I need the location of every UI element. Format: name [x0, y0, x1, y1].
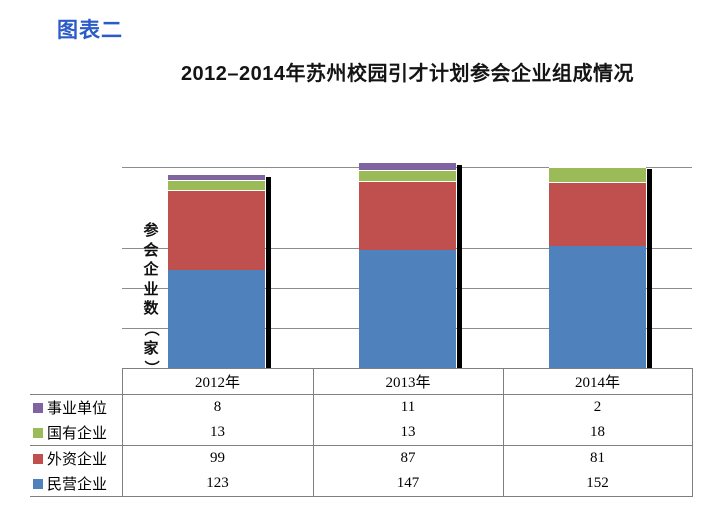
table-value-cell: 11 [313, 394, 504, 420]
bar-segment-2013年-民营企业 [359, 250, 456, 368]
table-value-cell: 123 [121, 471, 314, 497]
legend-label: 外资企业 [47, 452, 108, 468]
y-axis-title-char: 家 [143, 339, 159, 357]
legend-swatch-事业单位 [33, 402, 43, 413]
bar-segment-2013年-外资企业 [359, 180, 456, 251]
table-value-cell: 13 [313, 420, 504, 446]
bar-shadow-2014年 [647, 168, 652, 368]
y-axis-title-char: 业 [143, 280, 159, 298]
figure-label: 图表二 [57, 19, 123, 42]
legend-swatch-民营企业 [33, 478, 43, 489]
bar-shadow-2012年 [266, 176, 271, 368]
legend-cell-事业单位: 事业单位 [30, 394, 123, 420]
chart-title: 2012–2014年苏州校园引才计划参会企业组成情况 [180, 63, 635, 85]
y-axis-title-char: 会 [143, 241, 159, 259]
legend-swatch-外资企业 [33, 453, 43, 464]
table-value-cell: 18 [503, 420, 693, 446]
table-value-cell: 99 [121, 445, 314, 471]
table-value-cell: 2 [503, 394, 693, 420]
legend-label: 国有企业 [47, 426, 108, 442]
table-header-row: 2012年 2013年 2014年 [30, 368, 693, 395]
table-value-cell: 8 [121, 394, 314, 420]
bar-segment-2014年-国有企业 [549, 167, 646, 182]
table-header-cell-2014年: 2014年 [503, 368, 693, 395]
table-corner-cell [30, 368, 123, 395]
legend-label: 事业单位 [47, 401, 108, 417]
table-header-cell-2012年: 2012年 [121, 368, 314, 395]
table-value-cell: 13 [121, 420, 314, 446]
table-row-事业单位: 事业单位 8 11 2 [30, 394, 693, 420]
legend-cell-国有企业: 国有企业 [30, 420, 123, 446]
table-value-cell: 87 [313, 445, 504, 471]
y-axis-title: 参会企业数 （ 家 ） [140, 221, 162, 378]
legend-swatch-国有企业 [33, 427, 43, 438]
bar-segment-2012年-民营企业 [168, 269, 265, 368]
bar-segment-2013年-国有企业 [359, 170, 456, 181]
legend-cell-民营企业: 民营企业 [30, 471, 123, 497]
y-axis-title-char: 数 [143, 300, 159, 318]
bar-segment-2014年-事业单位 [549, 165, 646, 168]
y-axis-title-char: 参 [143, 222, 159, 239]
data-table: 2012年 2013年 2014年 事业单位 8 11 2 国有企业 13 13 18 外资企业 99 8… [30, 368, 693, 497]
table-row-外资企业: 外资企业 99 87 81 [30, 445, 693, 471]
bar-segment-2013年-事业单位 [359, 161, 456, 171]
bar-segment-2014年-民营企业 [549, 246, 646, 368]
bar-segment-2012年-国有企业 [168, 180, 265, 191]
bar-segment-2012年-外资企业 [168, 190, 265, 270]
table-value-cell: 147 [313, 471, 504, 497]
legend-label: 民营企业 [47, 477, 108, 493]
bar-segment-2014年-外资企业 [549, 181, 646, 247]
bar-shadow-2013年 [457, 164, 462, 368]
y-axis-title-char: 企 [143, 261, 159, 279]
y-axis-title-char: （ [142, 321, 160, 337]
table-value-cell: 81 [503, 445, 693, 471]
table-row-国有企业: 国有企业 13 13 18 [30, 420, 693, 446]
table-header-cell-2013年: 2013年 [313, 368, 504, 395]
y-axis-title-char: ） [142, 360, 160, 376]
table-row-民营企业: 民营企业 123 147 152 [30, 471, 693, 497]
legend-cell-外资企业: 外资企业 [30, 445, 123, 471]
table-value-cell: 152 [503, 471, 693, 497]
bar-segment-2012年-事业单位 [168, 173, 265, 180]
